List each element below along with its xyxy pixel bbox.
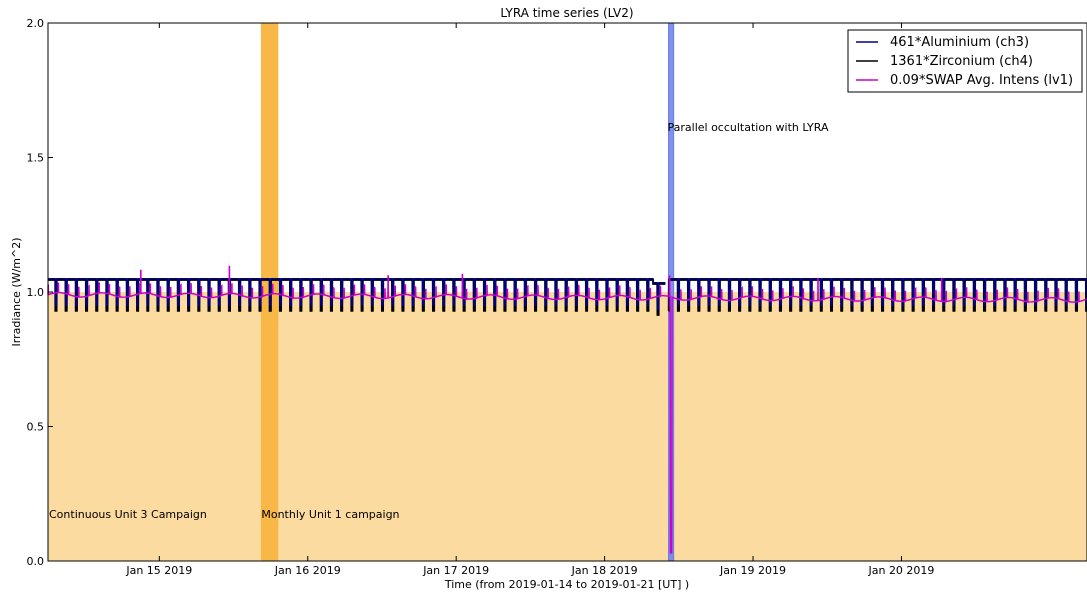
- annotation-continuous-campaign: Continuous Unit 3 Campaign: [49, 508, 207, 521]
- y-tick-label-1: 0.5: [27, 421, 45, 434]
- x-tick-label-5: Jan 20 2019: [867, 564, 934, 577]
- annotation-parallel-occultation: Parallel occultation with LYRA: [668, 121, 829, 134]
- x-tick-label-0: Jan 15 2019: [125, 564, 192, 577]
- x-axis-label: Time (from 2019-01-14 to 2019-01-21 [UT]…: [444, 578, 689, 591]
- y-axis-label: Irradiance (W/m^2): [10, 238, 23, 347]
- y-tick-label-0: 0.0: [27, 555, 45, 568]
- y-tick-label-3: 1.5: [27, 152, 45, 165]
- legend-label-3: 0.09*SWAP Avg. Intens (lv1): [890, 73, 1073, 88]
- x-tick-label-2: Jan 17 2019: [422, 564, 489, 577]
- annotation-monthly-campaign: Monthly Unit 1 campaign: [261, 508, 399, 521]
- x-tick-label-3: Jan 18 2019: [571, 564, 638, 577]
- legend: 461*Aluminium (ch3) 1361*Zirconium (ch4) 0…: [848, 30, 1082, 92]
- chart-title: LYRA time series (LV2): [500, 6, 633, 20]
- x-tick-label-4: Jan 19 2019: [719, 564, 786, 577]
- legend-label-1: 461*Aluminium (ch3): [890, 35, 1029, 50]
- legend-label-2: 1361*Zirconium (ch4): [890, 54, 1033, 69]
- x-tick-label-1: Jan 16 2019: [274, 564, 341, 577]
- y-tick-label-2: 1.0: [27, 286, 45, 299]
- y-tick-label-4: 2.0: [27, 17, 45, 30]
